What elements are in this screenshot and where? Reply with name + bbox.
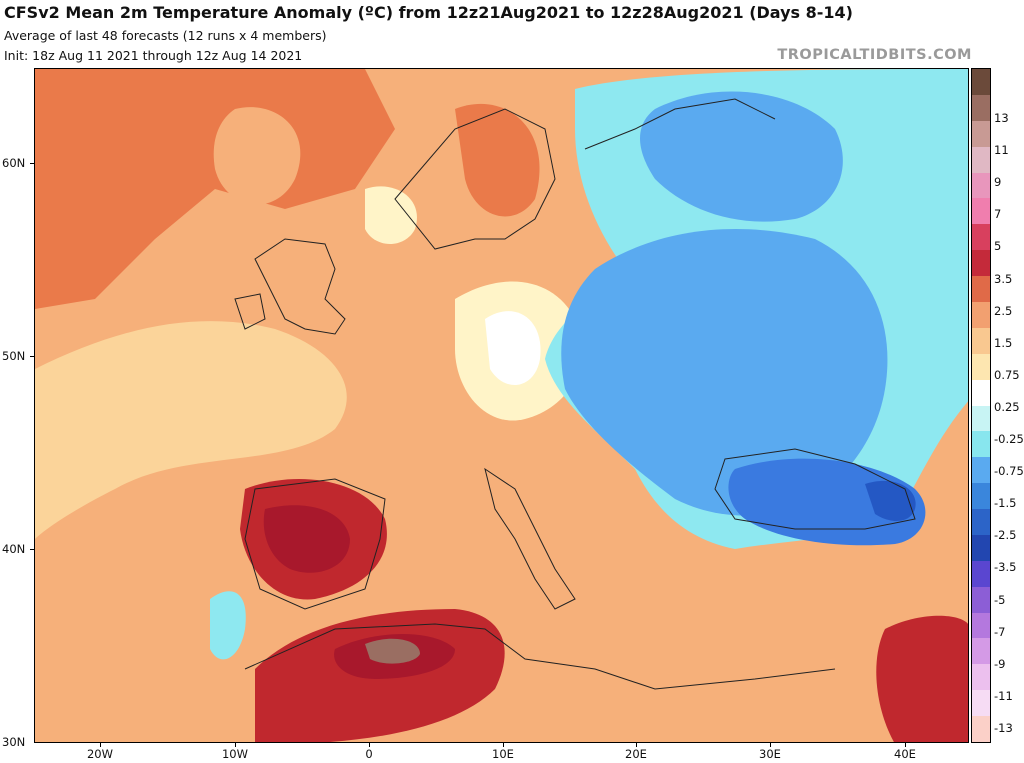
colorbar-label: -0.25 (994, 432, 1024, 447)
colorbar-label: 1.5 (994, 335, 1013, 350)
colorbar-label: -0.75 (994, 464, 1024, 479)
colorbar-segment (972, 276, 990, 303)
colorbar-segment (972, 69, 990, 96)
anomaly-map (34, 68, 969, 743)
field-central-light (35, 321, 347, 539)
colorbar-segment (972, 301, 990, 329)
lon-label-10w: 10W (221, 747, 249, 761)
colorbar-label: 13 (994, 111, 1009, 125)
lon-tick-30e (770, 743, 771, 747)
colorbar-segment (972, 172, 990, 199)
field-iberia-very-hot (263, 505, 350, 573)
colorbar-segment (972, 431, 990, 458)
colorbar-label: -1.5 (994, 496, 1017, 511)
colorbar-label: -13 (994, 721, 1013, 735)
field-germany-zero (485, 311, 541, 386)
coastline-iberia (244, 478, 386, 610)
colorbar-segment (972, 690, 990, 717)
field-russia-cool (640, 91, 843, 222)
lon-label-40e: 40E (894, 747, 916, 761)
coastline-north-africa (244, 623, 836, 690)
colorbar-label: -9 (994, 656, 1006, 671)
lon-label-10e: 10E (492, 747, 514, 761)
lat-tick-60n (30, 163, 35, 164)
colorbar-segment (972, 483, 990, 510)
colorbar-segment (972, 405, 990, 432)
colorbar (971, 68, 991, 743)
lat-label-30n: 30N (2, 735, 26, 749)
field-north-africa-extreme (365, 638, 420, 664)
colorbar-label: 2.5 (994, 303, 1013, 318)
lon-label-20e: 20E (625, 747, 647, 761)
field-east-europe-cool (561, 229, 888, 516)
field-atlantic-cool-patch (210, 591, 246, 660)
colorbar-segment (972, 716, 990, 743)
colorbar-segment (972, 638, 990, 665)
coastline-black-sea (714, 448, 916, 530)
coastline-italy (484, 467, 576, 610)
colorbar-label: 3.5 (994, 271, 1013, 286)
anomaly-map-canvas (35, 69, 968, 742)
colorbar-label: 9 (994, 175, 1002, 190)
colorbar-label: 11 (994, 143, 1009, 158)
colorbar-label: 0.25 (994, 399, 1020, 414)
colorbar-label: -2.5 (994, 528, 1017, 543)
colorbar-label: 5 (994, 239, 1002, 254)
colorbar-segment (972, 120, 990, 148)
colorbar-segment (972, 534, 990, 562)
colorbar-segment (972, 560, 990, 588)
colorbar-segment (972, 353, 990, 381)
map-subtitle-init: Init: 18z Aug 11 2021 through 12z Aug 14… (4, 48, 303, 63)
lon-tick-40e (905, 743, 906, 747)
coastline-finland (584, 98, 776, 150)
colorbar-segment (972, 457, 990, 484)
colorbar-segment (972, 94, 990, 122)
field-caucasus-very-cold (865, 480, 916, 521)
colorbar-segment (972, 146, 990, 174)
field-north-sea-neutral (365, 186, 417, 244)
colorbar-segment (972, 586, 990, 614)
field-middle-east-hot (876, 615, 968, 742)
field-atlantic-mild-patch (213, 107, 301, 205)
coastline-britain (254, 238, 346, 335)
colorbar-label: -5 (994, 592, 1006, 607)
lat-tick-50n (30, 356, 35, 357)
lon-label-30e: 30E (759, 747, 781, 761)
map-subtitle-averaging: Average of last 48 forecasts (12 runs x … (4, 28, 327, 43)
lon-tick-20e (636, 743, 637, 747)
lon-tick-10w (235, 743, 236, 747)
map-title: CFSv2 Mean 2m Temperature Anomaly (ºC) f… (4, 3, 853, 22)
lon-label-20w: 20W (86, 747, 114, 761)
colorbar-label: -7 (994, 624, 1006, 639)
coastline-scandinavia (394, 108, 556, 250)
colorbar-segment (972, 664, 990, 691)
colorbar-label: -11 (994, 688, 1013, 703)
field-black-sea-cold (728, 458, 926, 546)
colorbar-segment (972, 509, 990, 536)
field-atlantic-warm (35, 69, 395, 309)
colorbar-segment (972, 379, 990, 406)
lon-label-0: 0 (365, 747, 373, 761)
lon-tick-10e (503, 743, 504, 747)
colorbar-segment (972, 224, 990, 251)
colorbar-segment (972, 612, 990, 639)
lat-label-50n: 50N (2, 349, 26, 363)
lat-label-60n: 60N (2, 156, 26, 170)
lat-label-40n: 40N (2, 542, 26, 556)
brand-watermark: TROPICALTIDBITS.COM (777, 47, 972, 63)
colorbar-segment (972, 250, 990, 277)
lon-tick-20w (100, 743, 101, 747)
field-scandinavia-warm (455, 103, 540, 217)
colorbar-label: 7 (994, 207, 1002, 222)
colorbar-label: 0.75 (994, 367, 1020, 382)
colorbar-label: -3.5 (994, 560, 1017, 575)
colorbar-segment (972, 198, 990, 225)
colorbar-segment (972, 327, 990, 355)
lon-tick-0 (369, 743, 370, 747)
lat-tick-40n (30, 549, 35, 550)
coastline-ireland (234, 293, 266, 330)
